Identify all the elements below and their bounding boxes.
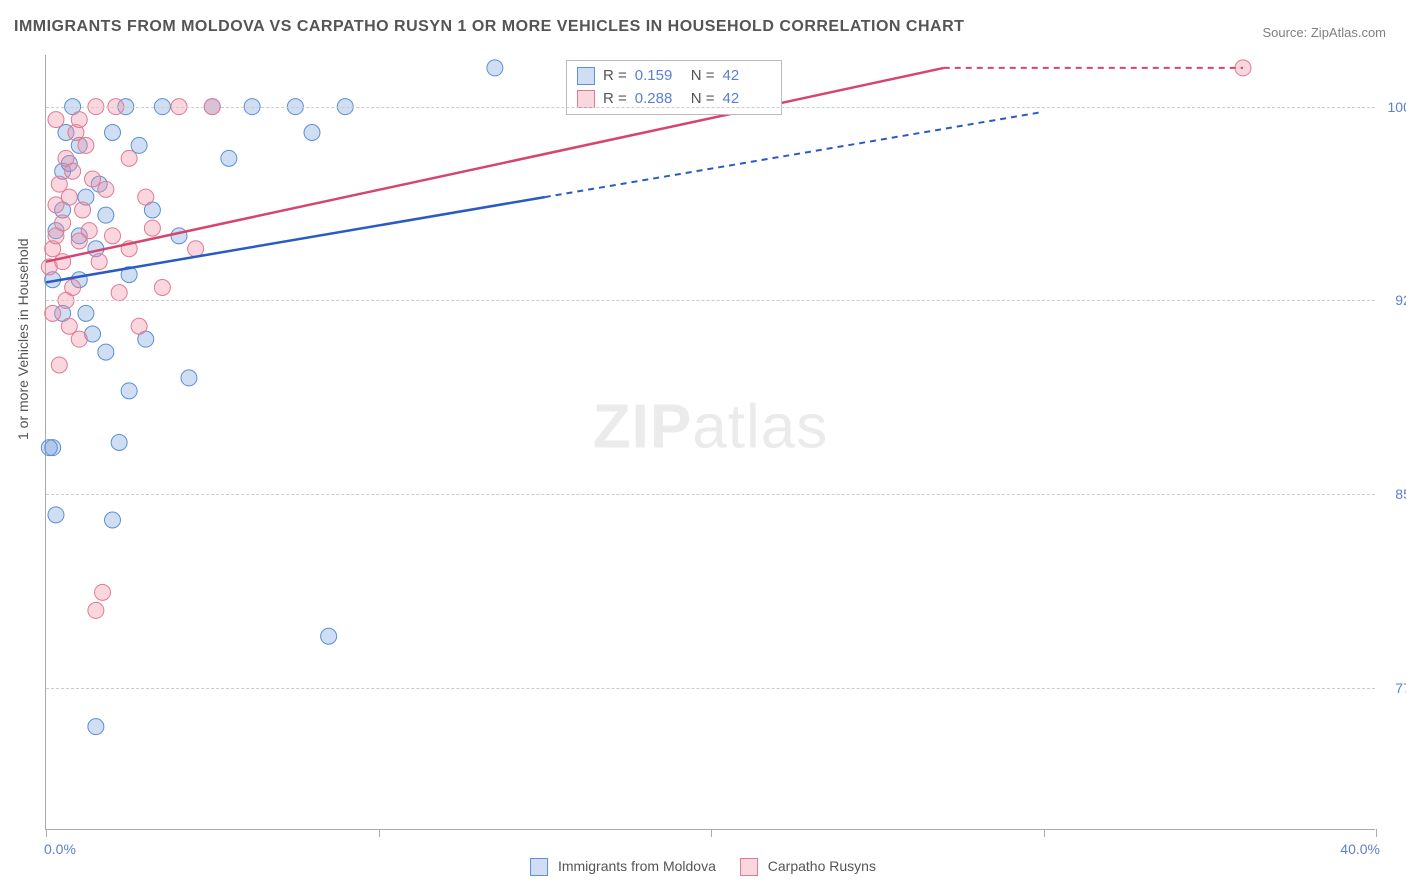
data-point (111, 435, 127, 451)
trend-line (46, 68, 944, 262)
data-point (91, 254, 107, 270)
stat-r-label: R = (603, 65, 627, 88)
data-point (121, 150, 137, 166)
gridline (46, 107, 1375, 108)
data-point (98, 181, 114, 197)
data-point (188, 241, 204, 257)
data-point (105, 512, 121, 528)
trend-line (46, 197, 545, 282)
data-point (144, 220, 160, 236)
data-point (304, 125, 320, 141)
data-point (154, 280, 170, 296)
data-point (51, 176, 67, 192)
data-point (121, 383, 137, 399)
data-point (61, 318, 77, 334)
stat-swatch-blue (577, 67, 595, 85)
y-tick-label: 92.5% (1380, 292, 1406, 308)
legend-item-1: Immigrants from Moldova (530, 858, 716, 876)
gridline (46, 688, 1375, 689)
x-tick (1044, 829, 1045, 837)
data-point (88, 719, 104, 735)
data-point (81, 223, 97, 239)
data-point (131, 318, 147, 334)
data-point (78, 305, 94, 321)
stat-row-1: R = 0.159 N = 42 (577, 65, 771, 88)
data-point (171, 228, 187, 244)
bottom-legend: Immigrants from Moldova Carpatho Rusyns (530, 858, 876, 876)
data-point (98, 344, 114, 360)
y-tick-label: 100.0% (1380, 99, 1406, 115)
legend-label-2: Carpatho Rusyns (768, 858, 876, 874)
x-tick (711, 829, 712, 837)
data-point (98, 207, 114, 223)
data-point (105, 125, 121, 141)
x-tick (1376, 829, 1377, 837)
chart-svg (46, 55, 1375, 829)
chart-title: IMMIGRANTS FROM MOLDOVA VS CARPATHO RUSY… (14, 18, 964, 36)
data-point (181, 370, 197, 386)
x-tick (46, 829, 47, 837)
plot-area: ZIPatlas R = 0.159 N = 42 R = 0.288 N = … (45, 55, 1375, 830)
data-point (95, 584, 111, 600)
data-point (85, 171, 101, 187)
y-tick-label: 77.5% (1380, 680, 1406, 696)
y-axis-label: 1 or more Vehicles in Household (15, 238, 31, 440)
data-point (321, 628, 337, 644)
legend-swatch-pink (740, 858, 758, 876)
data-point (105, 228, 121, 244)
data-point (78, 137, 94, 153)
data-point (48, 507, 64, 523)
y-tick-label: 85.0% (1380, 486, 1406, 502)
data-point (138, 189, 154, 205)
data-point (65, 163, 81, 179)
source-label: Source: ZipAtlas.com (1262, 25, 1386, 40)
x-tick (379, 829, 380, 837)
data-point (45, 305, 61, 321)
legend-item-2: Carpatho Rusyns (740, 858, 876, 876)
stat-r-value-1: 0.159 (635, 65, 683, 88)
data-point (111, 285, 127, 301)
stat-n-value-1: 42 (723, 65, 771, 88)
legend-label-1: Immigrants from Moldova (558, 858, 716, 874)
data-point (487, 60, 503, 76)
stat-n-label: N = (691, 65, 715, 88)
legend-swatch-blue (530, 858, 548, 876)
data-point (71, 331, 87, 347)
data-point (71, 112, 87, 128)
data-point (88, 602, 104, 618)
gridline (46, 494, 1375, 495)
data-point (41, 440, 57, 456)
data-point (221, 150, 237, 166)
data-point (55, 215, 71, 231)
stat-swatch-pink (577, 90, 595, 108)
data-point (61, 189, 77, 205)
data-point (75, 202, 91, 218)
data-point (48, 112, 64, 128)
trend-line-extrapolated (545, 112, 1044, 197)
x-max-label: 40.0% (1340, 841, 1380, 857)
data-point (65, 280, 81, 296)
data-point (131, 137, 147, 153)
data-point (51, 357, 67, 373)
gridline (46, 300, 1375, 301)
x-min-label: 0.0% (44, 841, 76, 857)
